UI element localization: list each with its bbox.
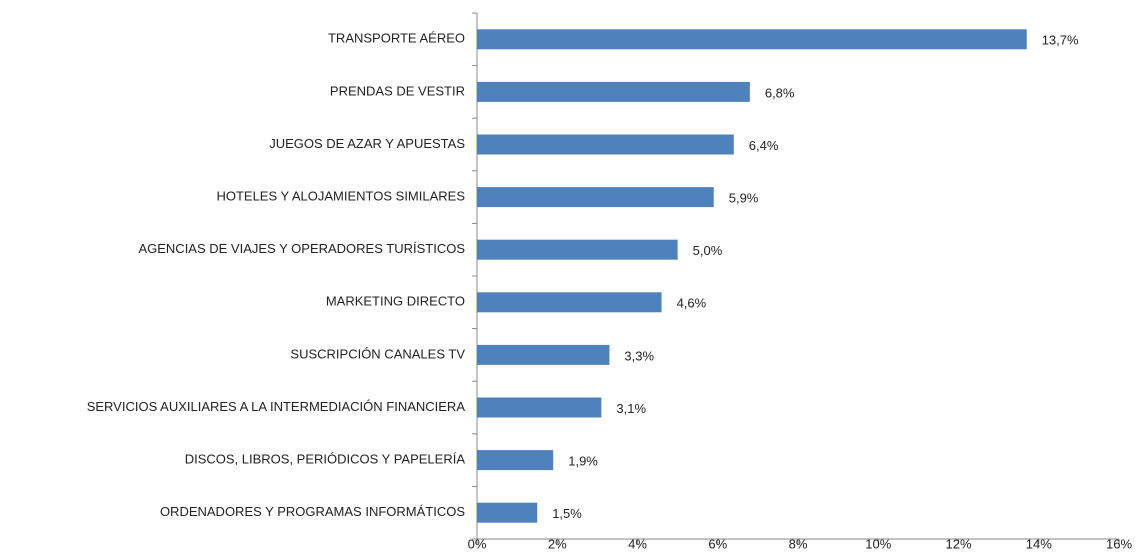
data-label: 1,5% — [552, 506, 582, 521]
y-tick-label: TRANSPORTE AÉREO — [328, 31, 465, 46]
data-label: 6,4% — [749, 138, 779, 153]
x-tick-label: 4% — [628, 536, 647, 551]
x-tick-label: 12% — [945, 536, 971, 551]
data-label: 13,7% — [1042, 33, 1079, 48]
x-tick-label: 16% — [1106, 536, 1132, 551]
x-tick-label: 0% — [468, 536, 487, 551]
y-tick-label: DISCOS, LIBROS, PERIÓDICOS Y PAPELERÍA — [185, 452, 466, 467]
x-tick-label: 14% — [1026, 536, 1052, 551]
y-tick-label: SERVICIOS AUXILIARES A LA INTERMEDIACIÓN… — [87, 399, 466, 414]
bar — [477, 397, 602, 418]
data-label: 5,0% — [693, 243, 723, 258]
bar — [477, 292, 662, 313]
data-label: 4,6% — [677, 296, 707, 311]
data-label: 1,9% — [568, 454, 598, 469]
bar — [477, 134, 734, 155]
x-tick-label: 6% — [708, 536, 727, 551]
y-tick-label: PRENDAS DE VESTIR — [330, 83, 465, 98]
y-tick-label: HOTELES Y ALOJAMIENTOS SIMILARES — [216, 189, 465, 204]
y-tick-label: AGENCIAS DE VIAJES Y OPERADORES TURÍSTIC… — [138, 241, 465, 256]
data-label: 3,1% — [616, 401, 646, 416]
bar — [477, 187, 714, 208]
x-tick-label: 2% — [548, 536, 567, 551]
y-tick-label: ORDENADORES Y PROGRAMAS INFORMÁTICOS — [160, 504, 465, 519]
bar — [477, 81, 750, 102]
data-label: 3,3% — [624, 348, 654, 363]
x-tick-label: 10% — [865, 536, 891, 551]
y-tick-label: SUSCRIPCIÓN CANALES TV — [290, 346, 465, 361]
y-tick-label: MARKETING DIRECTO — [326, 294, 465, 309]
bar — [477, 344, 610, 365]
data-label: 6,8% — [765, 85, 795, 100]
bar — [477, 502, 538, 523]
x-tick-label: 8% — [789, 536, 808, 551]
bar — [477, 450, 554, 471]
y-tick-label: JUEGOS DE AZAR Y APUESTAS — [269, 136, 465, 151]
bar — [477, 239, 678, 260]
data-label: 5,9% — [729, 191, 759, 206]
bar — [477, 29, 1027, 50]
